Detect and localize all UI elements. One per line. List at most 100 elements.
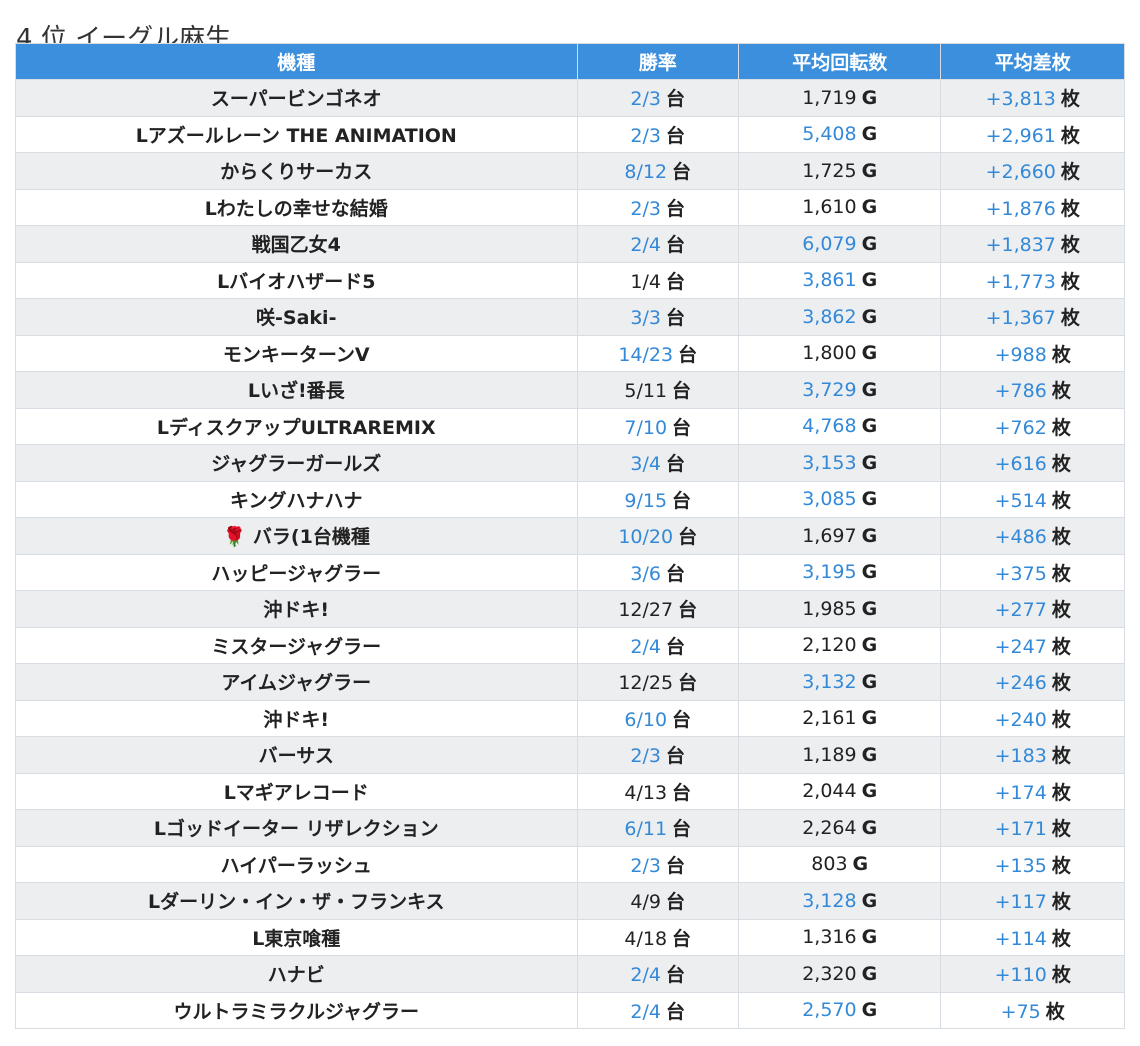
avg-spins-cell-value: 1,316 [802, 926, 857, 949]
machine-name-cell: バーサス [15, 736, 578, 774]
avg-diff-cell-unit: 枚 [1051, 526, 1071, 549]
avg-spins-cell-unit: G [861, 305, 878, 328]
machine-name-cell: からくりサーカス [15, 152, 578, 190]
win-rate-cell-value: 7/10 [624, 416, 668, 439]
avg-diff-cell-value: +514 [994, 489, 1047, 512]
machine-name-cell: 戦国乙女4 [15, 225, 578, 263]
machine-name-cell: Lゴッドイーター リザレクション [15, 809, 578, 847]
avg-diff-cell-value: +183 [994, 745, 1047, 768]
table-row: スーパービンゴネオ 2/3 台 1,719 G +3,813 枚 [15, 79, 1125, 117]
table-row: 🌹 バラ(1台機種 10/20 台 1,697 G +486 枚 [15, 517, 1125, 555]
machine-name-cell: Lアズールレーン THE ANIMATION [15, 115, 578, 153]
avg-diff-cell: +277 枚 [940, 590, 1125, 628]
win-rate-cell-unit: 台 [666, 964, 686, 987]
machine-name-cell: Lわたしの幸せな結婚 [15, 188, 578, 226]
win-rate-cell-value: 4/18 [624, 927, 668, 950]
avg-spins-cell-value: 2,570 [802, 999, 857, 1022]
avg-diff-cell-value: +277 [994, 599, 1047, 622]
avg-spins-cell-unit: G [852, 853, 869, 876]
avg-diff-cell: +2,660 枚 [940, 152, 1125, 190]
win-rate-cell-unit: 台 [666, 1000, 686, 1023]
machine-name-cell: アイムジャグラー [15, 663, 578, 701]
win-rate-cell-value: 2/4 [630, 635, 661, 658]
table-row: LディスクアップULTRAREMIX 7/10 台 4,768 G +762 枚 [15, 407, 1125, 445]
avg-diff-cell-unit: 枚 [1051, 964, 1071, 987]
win-rate-cell-unit: 台 [678, 526, 698, 549]
avg-spins-cell-value: 2,264 [802, 816, 857, 839]
avg-diff-cell: +110 枚 [940, 955, 1125, 993]
win-rate-cell-unit: 台 [666, 234, 686, 257]
avg-diff-cell-unit: 枚 [1051, 380, 1071, 403]
win-rate-cell: 2/4 台 [576, 626, 739, 664]
win-rate-cell-value: 5/11 [624, 380, 668, 403]
avg-spins-cell: 1,725 G [737, 152, 942, 190]
avg-diff-cell: +114 枚 [940, 918, 1125, 956]
win-rate-cell-unit: 台 [672, 161, 692, 184]
avg-spins-cell-value: 1,189 [802, 743, 857, 766]
win-rate-cell-unit: 台 [666, 270, 686, 293]
avg-spins-cell-unit: G [861, 159, 878, 182]
avg-spins-cell-value: 1,697 [802, 524, 857, 547]
win-rate-cell-unit: 台 [666, 453, 686, 476]
machine-name-cell: Lいざ!番長 [15, 371, 578, 409]
machine-name-cell: Lマギアレコード [15, 772, 578, 810]
avg-spins-cell-unit: G [861, 816, 878, 839]
avg-diff-cell-value: +171 [994, 818, 1047, 841]
avg-spins-cell-value: 3,153 [802, 451, 857, 474]
win-rate-cell-unit: 台 [666, 635, 686, 658]
win-rate-cell-value: 2/3 [630, 854, 661, 877]
table-row: バーサス 2/3 台 1,189 G +183 枚 [15, 736, 1125, 774]
table-row: Lいざ!番長 5/11 台 3,729 G +786 枚 [15, 371, 1125, 409]
avg-spins-cell-value: 4,768 [802, 415, 857, 438]
win-rate-cell-unit: 台 [672, 818, 692, 841]
avg-spins-cell: 2,161 G [737, 699, 942, 737]
machine-name-cell: ミスタージャグラー [15, 626, 578, 664]
win-rate-cell: 2/3 台 [576, 115, 739, 153]
avg-diff-cell-unit: 枚 [1051, 599, 1071, 622]
machine-name-cell: キングハナハナ [15, 480, 578, 518]
table-row: からくりサーカス 8/12 台 1,725 G +2,660 枚 [15, 152, 1125, 190]
avg-diff-cell: +135 枚 [940, 845, 1125, 883]
win-rate-cell-unit: 台 [666, 124, 686, 147]
win-rate-cell: 2/3 台 [576, 845, 739, 883]
avg-diff-cell-value: +174 [994, 781, 1047, 804]
avg-spins-cell-unit: G [861, 889, 878, 912]
table-row: Lゴッドイーター リザレクション 6/11 台 2,264 G +171 枚 [15, 809, 1125, 847]
avg-diff-cell-unit: 枚 [1060, 307, 1080, 330]
win-rate-cell-unit: 台 [666, 562, 686, 585]
win-rate-cell-value: 2/3 [630, 197, 661, 220]
avg-spins-cell-value: 1,725 [802, 159, 857, 182]
avg-diff-cell-value: +117 [994, 891, 1047, 914]
table-row: 沖ドキ! 12/27 台 1,985 G +277 枚 [15, 590, 1125, 628]
win-rate-cell-value: 2/3 [630, 88, 661, 111]
avg-diff-cell-unit: 枚 [1051, 745, 1071, 768]
avg-spins-cell: 3,153 G [737, 444, 942, 482]
win-rate-cell: 3/3 台 [576, 298, 739, 336]
machine-name-cell: ハイパーラッシュ [15, 845, 578, 883]
win-rate-cell-value: 6/10 [624, 708, 668, 731]
table-row: アイムジャグラー 12/25 台 3,132 G +246 枚 [15, 663, 1125, 701]
win-rate-cell: 12/25 台 [576, 663, 739, 701]
avg-diff-cell: +988 枚 [940, 334, 1125, 372]
win-rate-cell: 2/4 台 [576, 225, 739, 263]
table-row: モンキーターンV 14/23 台 1,800 G +988 枚 [15, 334, 1125, 372]
win-rate-cell-value: 6/11 [624, 818, 668, 841]
avg-spins-cell: 1,189 G [737, 736, 942, 774]
table-header: 機種 勝率 平均回転数 平均差枚 [15, 43, 1125, 80]
win-rate-cell-value: 3/6 [630, 562, 661, 585]
win-rate-cell-value: 8/12 [624, 161, 668, 184]
avg-diff-cell-unit: 枚 [1051, 854, 1071, 877]
win-rate-cell: 2/3 台 [576, 188, 739, 226]
win-rate-cell-unit: 台 [678, 599, 698, 622]
win-rate-cell-unit: 台 [672, 416, 692, 439]
win-rate-cell-value: 4/9 [630, 891, 661, 914]
avg-spins-cell: 2,044 G [737, 772, 942, 810]
avg-spins-cell: 1,719 G [737, 79, 942, 117]
machine-name-cell: Lバイオハザード5 [15, 261, 578, 299]
header-avg-spins: 平均回転数 [737, 43, 942, 80]
table-row: Lダーリン・イン・ザ・フランキス 4/9 台 3,128 G +117 枚 [15, 882, 1125, 920]
avg-spins-cell-unit: G [861, 269, 878, 292]
win-rate-cell-value: 9/15 [624, 489, 668, 512]
avg-diff-cell-unit: 枚 [1045, 1000, 1065, 1023]
avg-diff-cell-value: +786 [994, 380, 1047, 403]
